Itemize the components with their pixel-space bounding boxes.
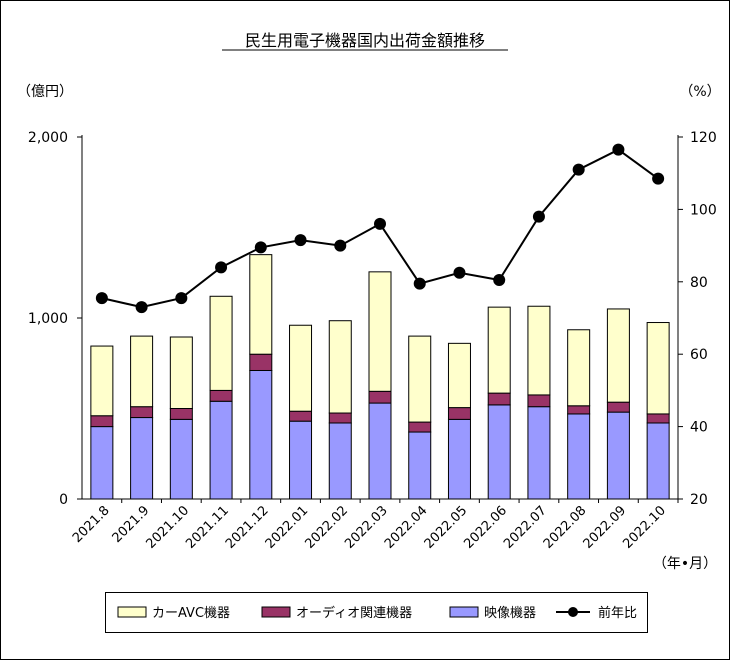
x-tick-label: 2021.10 [144,503,193,552]
yoy-point [612,143,625,156]
legend-label: 前年比 [598,605,637,621]
bar-segment-audio [209,389,233,402]
x-tick-label: 2022.04 [382,503,431,552]
bar-segment-audio [90,415,114,428]
bar-segment-video [646,422,670,500]
y-left-tick-label: 1,000 [28,311,68,327]
x-tick-label: 2022.09 [581,503,630,552]
yoy-point [175,292,188,305]
x-tick-label: 2022.10 [620,503,669,552]
y-left-tick-label: 2,000 [28,130,68,146]
bar-segment-video [487,404,511,500]
bar-segment-audio [289,410,313,422]
bar-segment-video [527,406,551,500]
yoy-point [135,301,148,314]
yoy-point [493,273,506,286]
x-tick-label: 2022.07 [501,503,550,552]
y-right-tick-label: 100 [690,202,717,218]
yoy-point [374,217,386,230]
bar-segment-audio [368,390,392,404]
legend-swatch [449,606,479,618]
bar-segment-car-avc [567,329,591,407]
y-right-tick-label: 120 [690,130,717,146]
bar-segment-video [169,418,193,500]
yoy-point [532,210,545,223]
bar-segment-video [289,420,313,500]
bar-segment-audio [408,421,432,433]
bar-segment-audio [606,401,630,413]
x-tick-label: 2021.8 [70,503,113,546]
bar-segment-audio [447,407,471,420]
x-tick-label: 2022.01 [263,503,312,552]
y-right-tick-label: 20 [690,492,708,508]
y-right-tick-label: 40 [690,420,708,436]
bar-segment-video [130,417,154,500]
bar-segment-car-avc [606,308,630,403]
legend-label: オーディオ関連機器 [296,605,412,621]
yoy-point [652,172,665,185]
bar-segment-car-avc [130,335,154,408]
bar-segment-video [209,400,233,500]
x-tick-label: 2022.03 [342,503,391,552]
legend-marker [568,607,578,617]
y-left-unit-label: （億円） [17,84,73,100]
x-tick-label: 2021.11 [183,503,232,552]
bar-segment-video [606,411,630,500]
x-tick-label: 2022.06 [461,503,510,552]
yoy-point [215,261,228,274]
x-tick-label: 2021.12 [223,503,272,552]
yoy-point [95,292,108,305]
bar-segment-car-avc [487,306,511,394]
bar-segment-video [408,431,432,500]
bar-segment-audio [527,394,551,408]
bar-segment-audio [328,412,352,424]
bar-segment-video [447,418,471,500]
bar-segment-audio [169,408,193,420]
bar-segment-car-avc [249,254,273,355]
yoy-point [413,277,426,290]
x-tick-label: 2022.08 [541,503,590,552]
legend-swatch [117,606,147,618]
bar-segment-car-avc [289,324,313,412]
bar-segment-car-avc [169,336,193,410]
bar-segment-video [567,413,591,500]
bar-segment-audio [567,405,591,415]
bar-segment-car-avc [527,305,551,396]
y-right-tick-label: 60 [690,347,708,363]
bar-segment-audio [249,353,273,371]
bar-segment-car-avc [646,322,670,415]
bar-segment-audio [646,413,670,424]
yoy-point [294,234,307,247]
bar-segment-car-avc [368,271,392,392]
chart-title: 民生用電子機器国内出荷金額推移 [245,31,485,50]
yoy-point [254,241,267,254]
legend-label: 映像機器 [484,606,536,621]
x-unit-label: （年•月） [653,556,717,572]
legend-label: カーAVC機器 [152,606,230,621]
bar-segment-car-avc [447,342,471,409]
bar-segment-car-avc [90,345,114,417]
bar-segment-car-avc [408,335,432,423]
y-right-unit-label: （%） [679,84,720,100]
bar-segment-car-avc [209,295,233,391]
bar-segment-video [368,402,392,500]
y-right-tick-label: 80 [690,275,708,291]
bar-segment-audio [130,406,154,419]
x-tick-label: 2022.05 [422,503,471,552]
bar-segment-audio [487,392,511,406]
x-tick-label: 2022.02 [302,503,351,552]
yoy-point [453,266,466,279]
yoy-point [572,163,585,176]
bar-segment-car-avc [328,320,352,414]
legend-swatch [261,606,291,618]
bar-segment-video [90,426,114,500]
yoy-point [334,239,347,252]
bar-segment-video [328,422,352,500]
y-left-tick-label: 0 [59,492,68,508]
bar-segment-video [249,369,273,500]
